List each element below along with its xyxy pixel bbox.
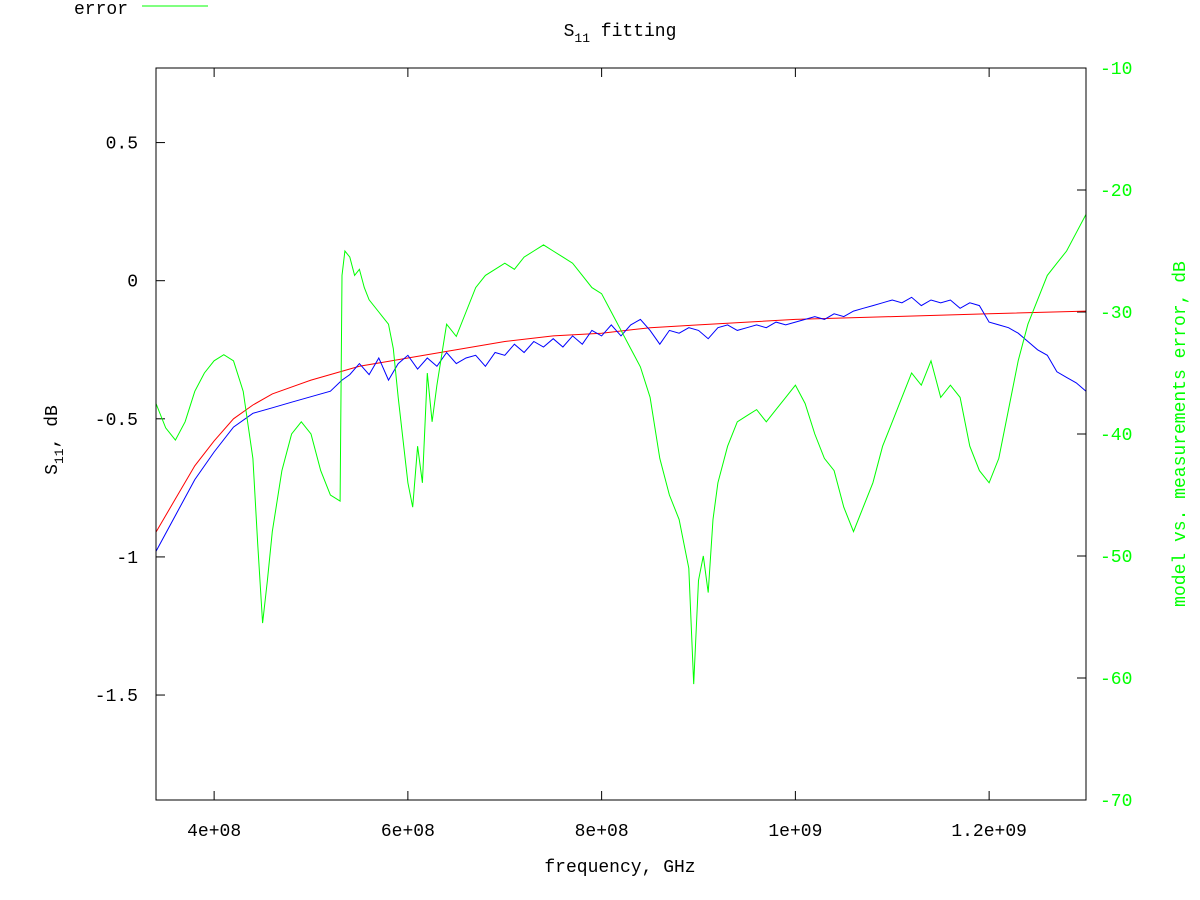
y-tick-label: -1.5: [95, 687, 138, 707]
chart-title: S11 fitting: [564, 22, 677, 46]
error-line: [155, 214, 1087, 685]
y-axis-label-subscript: 11: [52, 448, 67, 464]
axis-ticks: 4e+08 6e+08 8e+08 1e+09 1.2e+09 0.5 0 -0.5 -1 -1.…: [95, 60, 1133, 842]
chart-title-subscript: 11: [574, 31, 590, 46]
y2-tick-label: -30: [1100, 304, 1132, 324]
x-tick-label: 8e+08: [575, 822, 629, 842]
data-series: [155, 214, 1087, 685]
y-tick-label: 0: [127, 273, 138, 293]
y2-tick-label: -20: [1100, 182, 1132, 202]
y2-axis-label: model vs. measurements error, dB: [1171, 261, 1191, 607]
y-tick-label: 0.5: [106, 135, 138, 155]
x-tick-label: 1.2e+09: [951, 822, 1027, 842]
x-tick-label: 4e+08: [187, 822, 241, 842]
y2-tick-label: -50: [1100, 548, 1132, 568]
y2-tick-label: -10: [1100, 60, 1132, 80]
x-tick-label: 1e+09: [768, 822, 822, 842]
y-axis-label: S11, dB: [43, 405, 67, 475]
measurement-line: [155, 296, 1087, 552]
y2-tick-label: -70: [1100, 792, 1132, 812]
y-axis-label-rest: , dB: [43, 405, 63, 448]
legend-label-error: error: [74, 0, 128, 20]
chart-title-main: S: [564, 22, 575, 42]
y-axis-label-main: S: [43, 464, 63, 475]
x-axis-label: frequency, GHz: [544, 858, 695, 878]
y2-tick-label: -60: [1100, 670, 1132, 690]
model-fit-line: [155, 310, 1087, 533]
y2-tick-label: -40: [1100, 426, 1132, 446]
plot-frame: [155, 67, 1087, 801]
chart-title-rest: fitting: [590, 22, 676, 42]
y-tick-label: -1: [116, 549, 138, 569]
x-tick-label: 6e+08: [381, 822, 435, 842]
y-tick-label: -0.5: [95, 411, 138, 431]
